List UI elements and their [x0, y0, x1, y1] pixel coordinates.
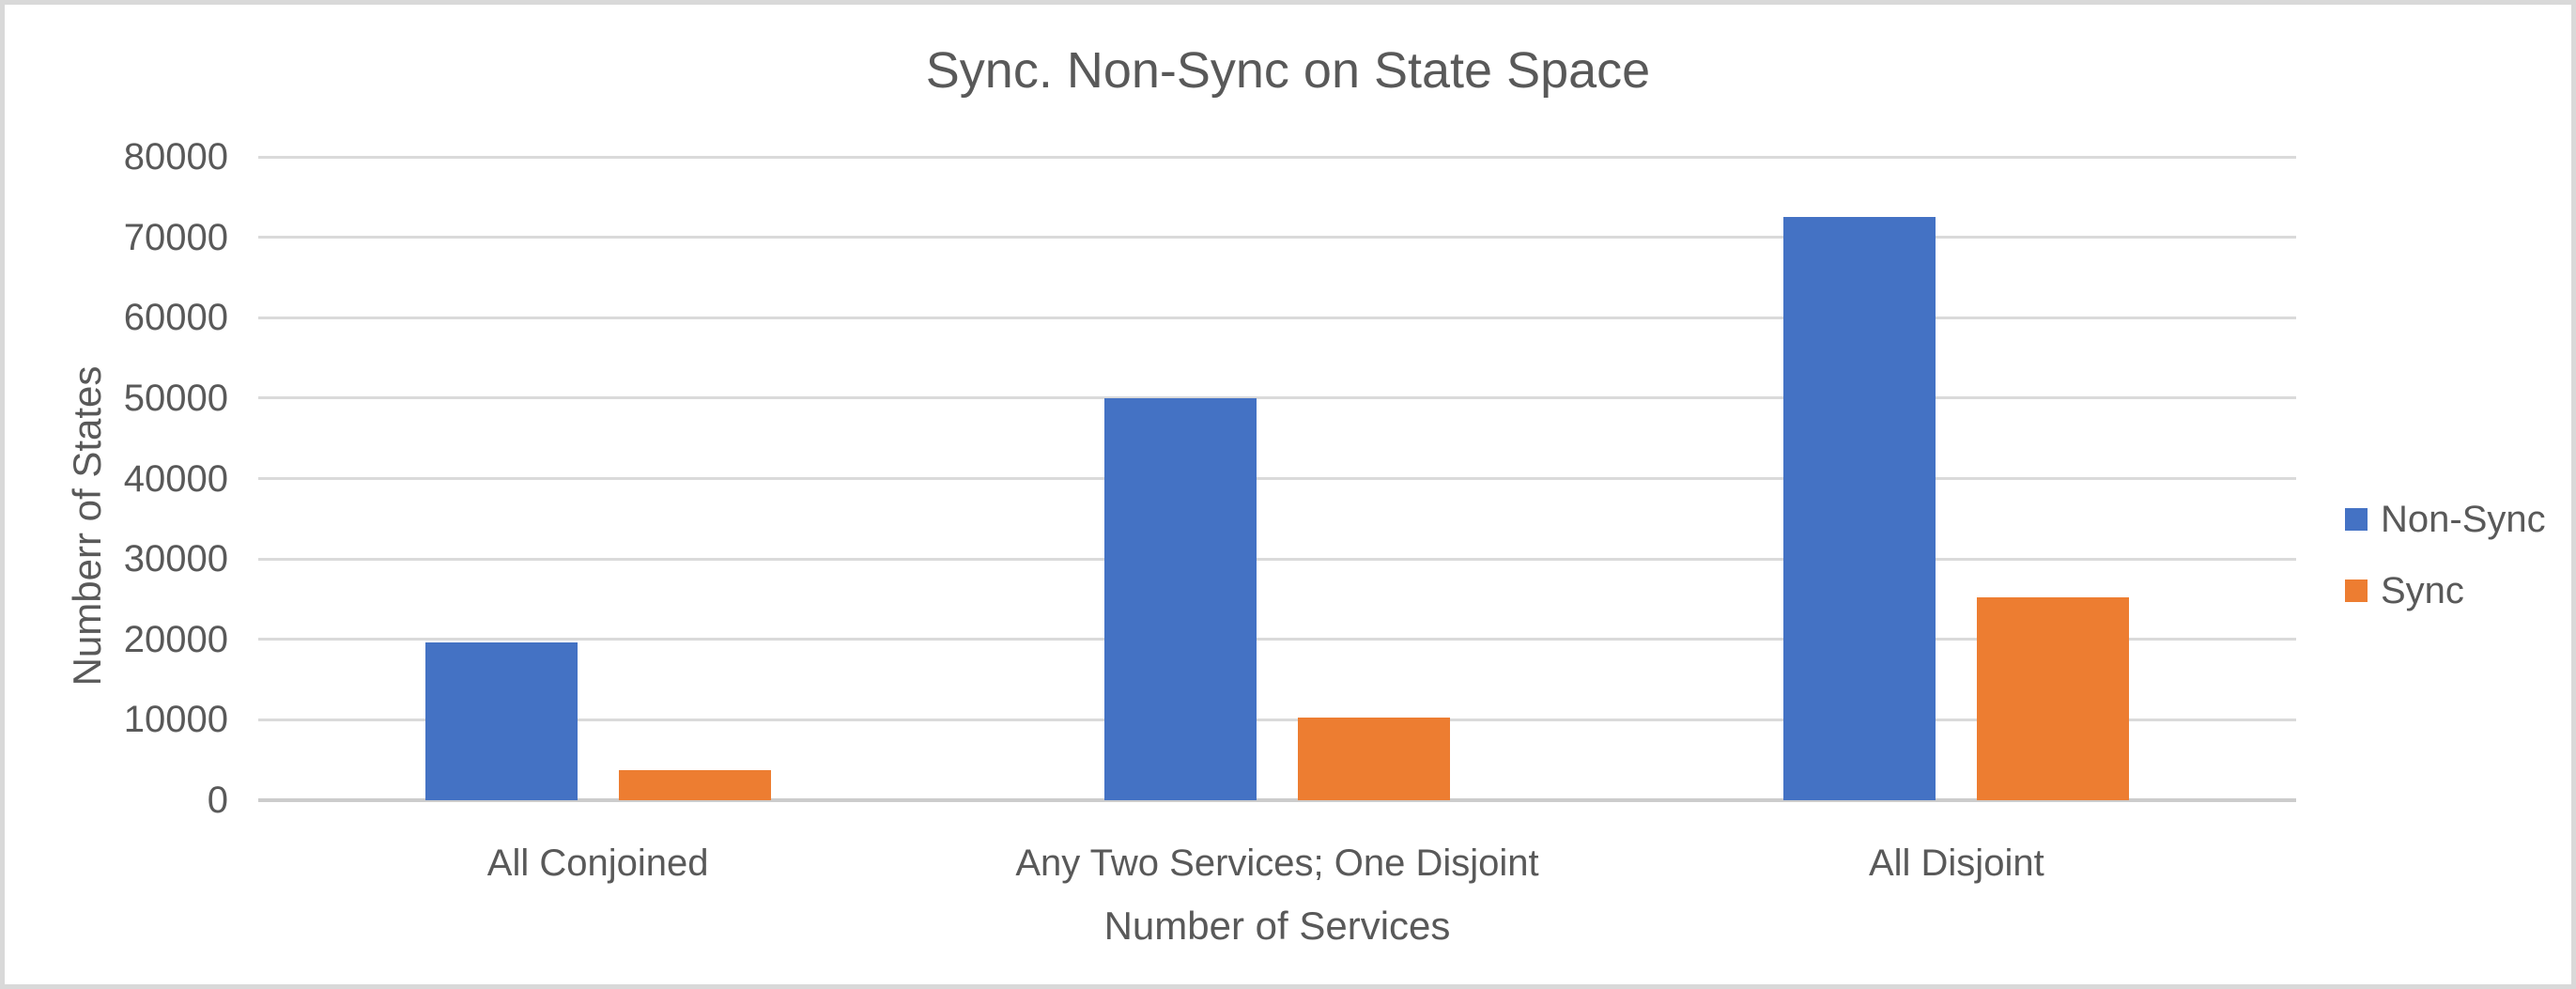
- gridline: [258, 155, 2296, 159]
- y-tick-label: 20000: [123, 618, 228, 660]
- y-tick-label: 60000: [123, 297, 228, 339]
- gridline: [258, 638, 2296, 641]
- plot-area: [258, 155, 2296, 802]
- category-label: All Disjoint: [1868, 842, 2044, 884]
- bar-non-sync-1: [424, 642, 578, 800]
- legend: Non-Sync Sync: [2345, 497, 2546, 640]
- gridline: [258, 477, 2296, 480]
- chart-title: Sync. Non-Sync on State Space: [925, 42, 1651, 99]
- legend-swatch-non-sync: [2345, 508, 2368, 531]
- legend-swatch-sync: [2345, 579, 2368, 602]
- category-label: Any Two Services; One Disjoint: [1015, 842, 1539, 884]
- gridline: [258, 718, 2296, 721]
- x-axis-line: [258, 798, 2296, 802]
- y-tick-label: 10000: [123, 699, 228, 741]
- y-tick-label: 40000: [123, 457, 228, 500]
- y-tick-label: 0: [207, 780, 228, 821]
- y-tick-label: 80000: [123, 136, 228, 178]
- bar-non-sync-3: [1783, 217, 1936, 800]
- bar-sync-1: [618, 770, 771, 800]
- gridline: [258, 316, 2296, 319]
- gridline: [258, 557, 2296, 561]
- legend-item-sync: Sync: [2345, 568, 2546, 613]
- bar-sync-3: [1977, 597, 2130, 800]
- bar-sync-2: [1298, 717, 1450, 800]
- y-tick-label: 30000: [123, 538, 228, 580]
- y-tick-label: 50000: [123, 377, 228, 419]
- legend-label: Non-Sync: [2381, 499, 2546, 540]
- bar-non-sync-2: [1104, 397, 1257, 800]
- legend-item-non-sync: Non-Sync: [2345, 497, 2546, 542]
- legend-label: Sync: [2381, 570, 2464, 611]
- y-axis-title: Numberr of States: [65, 365, 109, 687]
- category-label: All Conjoined: [486, 842, 709, 884]
- gridline: [258, 396, 2296, 400]
- x-axis-title: Number of Services: [1103, 904, 1451, 948]
- y-tick-label: 70000: [123, 216, 228, 258]
- gridline: [258, 236, 2296, 240]
